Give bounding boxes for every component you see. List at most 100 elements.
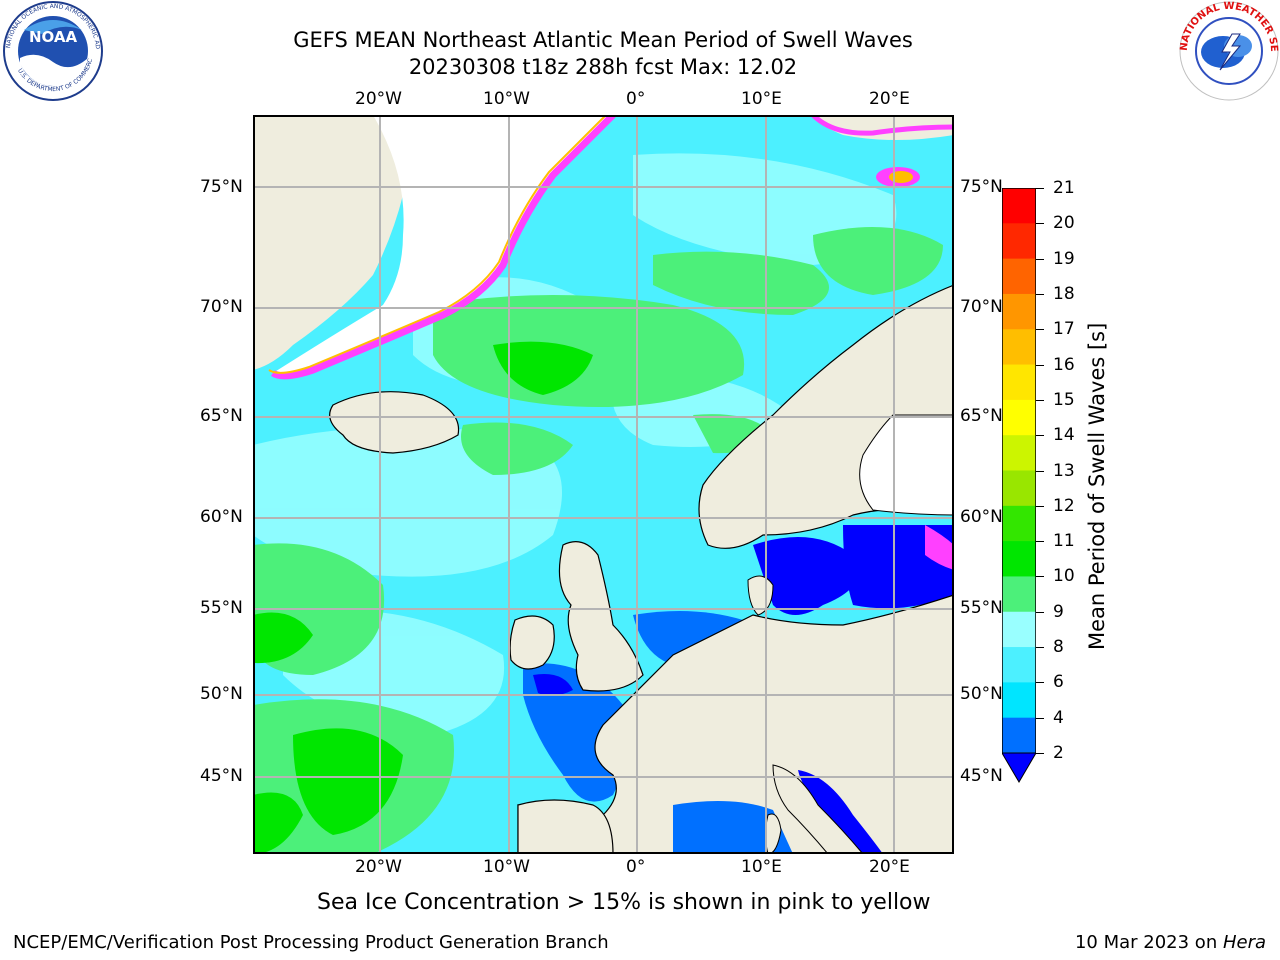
mediterranean-sea: [673, 801, 793, 854]
colorbar-ticks: 21 20 19 18 17 16 15 14 13 12 11 10 9 8 6 4 2: [1036, 178, 1104, 778]
map-gridlines: [253, 115, 954, 854]
sea-ice-caption: Sea Ice Concentration > 15% is shown in …: [317, 890, 931, 915]
colorbar-segment: [1002, 329, 1036, 366]
lat-tick-left-50n: 50°N: [200, 684, 243, 704]
colorbar-tick-mark: [1036, 435, 1044, 437]
colorbar-tick-mark: [1036, 399, 1044, 401]
colorbar-tick-mark: [1036, 541, 1044, 543]
chart-title-line1: GEFS MEAN Northeast Atlantic Mean Period…: [293, 28, 913, 52]
lat-tick-right-50n: 50°N: [960, 684, 1003, 704]
colorbar-tick-mark: [1036, 470, 1044, 472]
colorbar-segment: [1002, 364, 1036, 401]
noaa-logo-text: NOAA: [29, 28, 78, 46]
lon-tick-bottom-20e: 20°E: [869, 857, 910, 877]
colorbar-tick-label: 6: [1053, 672, 1064, 693]
lon-tick-top-0: 0°: [626, 89, 646, 109]
colorbar-tick-mark: [1036, 611, 1044, 613]
colorbar-segment: [1002, 470, 1036, 507]
map-panel: [253, 115, 954, 854]
noaa-logo: NOAA NATIONAL OCEANIC AND ATMOSPHERIC AD…: [0, 0, 104, 102]
footer-host: Hera: [1222, 932, 1266, 953]
colorbar-label-wrap: Mean Period of Swell Waves [s]: [1085, 323, 1125, 650]
colorbar-tick-label: 21: [1053, 178, 1075, 198]
italy-land: [772, 764, 864, 854]
colorbar-tick-label: 20: [1053, 213, 1075, 234]
colorbar-label: Mean Period of Swell Waves [s]: [1085, 322, 1109, 650]
colorbar-segment: [1002, 682, 1036, 719]
colorbar-tick-mark: [1036, 647, 1044, 649]
greenland-ice: [273, 115, 613, 376]
colorbar-extend-arrow: [1001, 752, 1037, 783]
colorbar-tick-mark: [1036, 753, 1044, 754]
colorbar-tick-mark: [1036, 505, 1044, 507]
lat-tick-left-60n: 60°N: [200, 507, 243, 527]
sea-ice-edge-svalbard: [811, 115, 954, 136]
lat-tick-left-75n: 75°N: [200, 177, 243, 197]
colorbar-tick-mark: [1036, 364, 1044, 366]
colorbar-tick-label: 10: [1053, 566, 1075, 587]
swell-field-10-11: [253, 341, 593, 854]
colorbar-segment: [1002, 258, 1036, 295]
colorbar-tick-label: 8: [1053, 637, 1064, 658]
sea-ice-edge-greenland: [270, 115, 616, 380]
sea-ice-baltic: [925, 525, 954, 570]
colorbar-segment: [1002, 505, 1036, 542]
lon-tick-top-10e: 10°E: [741, 89, 782, 109]
colorbar-segment: [1002, 399, 1036, 436]
lon-tick-bottom-0: 0°: [626, 857, 646, 877]
lat-tick-left-55n: 55°N: [200, 598, 243, 618]
colorbar-tick-label: 12: [1053, 495, 1075, 516]
colorbar-segment: [1002, 293, 1036, 330]
colorbar-tick-label: 17: [1053, 319, 1075, 340]
bothnia-ice-free: [859, 414, 954, 516]
colorbar-tick-label: 18: [1053, 283, 1075, 304]
colorbar-tick-label: 2: [1053, 743, 1064, 763]
colorbar-tick-mark: [1036, 223, 1044, 225]
adriatic-sea: [798, 770, 883, 854]
colorbar-tick-mark: [1036, 329, 1044, 331]
colorbar-segment: [1002, 647, 1036, 683]
colorbar-tick-mark: [1036, 717, 1044, 719]
lat-tick-left-65n: 65°N: [200, 406, 243, 426]
sea-ice-patch-barents-core: [889, 171, 913, 183]
lon-tick-bottom-20w: 20°W: [355, 857, 402, 877]
map-svg: [253, 115, 954, 854]
lat-tick-right-65n: 65°N: [960, 406, 1003, 426]
colorbar-tick-label: 9: [1053, 601, 1064, 622]
colorbar-segment: [1002, 541, 1036, 577]
lat-tick-right-55n: 55°N: [960, 598, 1003, 618]
colorbar-segment: [1002, 223, 1036, 260]
lat-tick-left-45n: 45°N: [200, 766, 243, 786]
colorbar-tick-label: 16: [1053, 354, 1075, 375]
colorbar-tick-mark: [1036, 682, 1044, 684]
colorbar-segment: [1002, 717, 1036, 754]
lon-tick-top-20e: 20°E: [869, 89, 910, 109]
great-britain-land: [558, 541, 644, 692]
iberia-land: [517, 799, 614, 854]
colorbar-tick-label: 13: [1053, 460, 1075, 481]
lat-tick-right-75n: 75°N: [960, 177, 1003, 197]
lat-tick-right-70n: 70°N: [960, 297, 1003, 317]
footer-date: 10 Mar 2023 on: [1074, 932, 1223, 953]
colorbar-tick-label: 4: [1053, 707, 1064, 728]
lat-tick-right-60n: 60°N: [960, 507, 1003, 527]
colorbar-segment: [1002, 576, 1036, 613]
lat-tick-left-70n: 70°N: [200, 297, 243, 317]
chart-title-line2: 20230308 t18z 288h fcst Max: 12.02: [408, 55, 798, 79]
colorbar-svg: [1001, 187, 1037, 783]
colorbar-tick-label: 14: [1053, 425, 1075, 446]
colorbar-tick-mark: [1036, 188, 1044, 189]
lat-tick-right-45n: 45°N: [960, 766, 1003, 786]
colorbar-tick-mark: [1036, 576, 1044, 578]
colorbar-segment: [1002, 435, 1036, 471]
colorbar-tick-label: 19: [1053, 248, 1075, 269]
colorbar: [1001, 187, 1037, 783]
colorbar-segment: [1002, 188, 1036, 224]
colorbar-tick-mark: [1036, 293, 1044, 295]
iceland-land: [329, 391, 460, 454]
footer-organization: NCEP/EMC/Verification Post Processing Pr…: [13, 932, 609, 953]
colorbar-tick-label: 15: [1053, 389, 1075, 410]
lon-tick-top-10w: 10°W: [483, 89, 530, 109]
footer-timestamp: 10 Mar 2023 on Hera: [1075, 932, 1266, 953]
nws-logo: NATIONAL WEATHER SERVICE: [1174, 0, 1280, 102]
